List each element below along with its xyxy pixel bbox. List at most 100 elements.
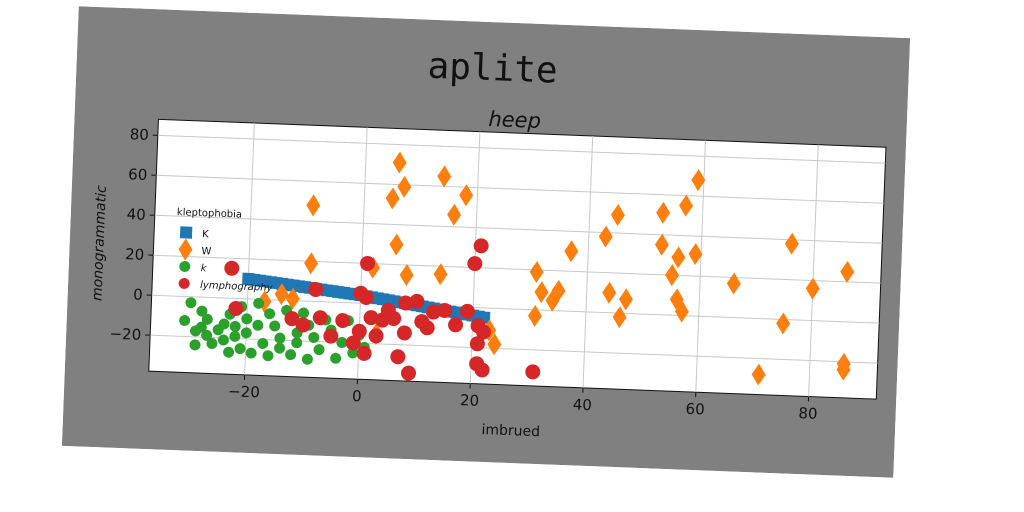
data-point <box>312 310 328 326</box>
data-marks <box>179 151 855 386</box>
data-point <box>368 328 384 344</box>
data-point <box>805 277 820 300</box>
data-point <box>665 264 680 287</box>
data-point <box>437 165 452 188</box>
data-point <box>336 337 348 349</box>
x-grid-line <box>808 144 819 397</box>
data-point <box>252 319 264 331</box>
x-grid-line <box>582 135 594 388</box>
legend-marker <box>178 277 190 289</box>
data-point <box>654 233 669 256</box>
data-point <box>688 243 703 266</box>
data-point <box>448 317 464 333</box>
data-point <box>425 304 441 320</box>
data-point <box>284 311 300 327</box>
data-point <box>674 300 689 323</box>
data-point <box>726 272 741 295</box>
data-point <box>234 343 246 355</box>
figure-suptitle: aplite <box>427 46 559 92</box>
data-point <box>656 201 671 224</box>
x-tick-label: 0 <box>352 387 362 405</box>
data-point <box>419 320 435 336</box>
data-point <box>330 352 342 364</box>
y-tick-label: 80 <box>129 125 149 144</box>
data-point <box>399 263 414 286</box>
data-point <box>409 293 425 309</box>
data-point <box>401 365 417 381</box>
data-point <box>285 349 297 361</box>
y-tick-label: −20 <box>109 325 141 344</box>
data-point <box>602 281 617 304</box>
legend-marker <box>178 238 193 261</box>
data-point <box>386 311 402 327</box>
legend-label: K <box>202 229 209 240</box>
legend-label: W <box>201 246 211 257</box>
axes-title: heep <box>488 107 541 133</box>
data-point <box>229 320 241 332</box>
data-point <box>467 256 483 272</box>
x-tick-label: 80 <box>798 404 818 423</box>
data-point <box>437 302 453 318</box>
y-tick-label: 0 <box>133 286 143 304</box>
data-point <box>551 279 566 302</box>
data-point <box>308 281 324 297</box>
data-point <box>323 328 339 344</box>
data-point <box>241 313 253 325</box>
data-point <box>679 194 694 217</box>
data-point <box>433 263 448 286</box>
data-point <box>351 323 367 339</box>
data-point <box>459 184 474 207</box>
data-point <box>253 297 265 309</box>
legend-label: lymphography <box>200 280 274 294</box>
data-point <box>360 255 376 271</box>
data-point <box>840 260 855 283</box>
data-point <box>240 327 252 339</box>
x-axis-ticks: −20 0 20 40 60 80 <box>228 374 818 423</box>
data-point <box>245 347 257 359</box>
data-point <box>285 287 300 310</box>
y-grid-line <box>157 134 886 164</box>
data-point <box>836 358 851 381</box>
data-point <box>345 335 361 351</box>
data-point <box>201 329 213 341</box>
data-point <box>529 260 544 283</box>
series-lymphography <box>224 238 541 381</box>
data-point <box>257 338 269 350</box>
data-point <box>487 333 502 356</box>
data-point <box>291 337 303 349</box>
data-point <box>298 307 310 319</box>
y-tick-label: 40 <box>126 205 146 224</box>
y-grid-line <box>151 294 880 324</box>
data-point <box>274 332 286 344</box>
chart-svg: aplite heep −20 0 20 40 60 80 −20 0 20 40 60 80 im… <box>61 6 911 478</box>
data-point <box>564 240 579 263</box>
data-point <box>397 175 412 198</box>
data-point <box>201 313 213 325</box>
data-point <box>691 169 706 192</box>
data-point <box>447 203 462 226</box>
data-point <box>598 225 613 248</box>
data-point <box>308 331 320 343</box>
data-point <box>185 297 197 309</box>
data-point <box>610 204 625 227</box>
data-point <box>390 349 406 365</box>
y-axis-label: monogrammatic <box>89 185 109 302</box>
data-point <box>295 317 311 333</box>
data-point <box>179 314 191 326</box>
data-point <box>274 342 286 354</box>
y-grid-line <box>156 174 884 204</box>
data-point <box>473 238 489 254</box>
data-point <box>356 345 372 361</box>
y-tick-label: 60 <box>128 165 148 184</box>
x-tick-label: −20 <box>228 382 260 401</box>
data-point <box>392 151 407 174</box>
data-point <box>206 338 218 350</box>
data-point <box>459 303 475 319</box>
data-point <box>217 334 229 346</box>
data-point <box>612 306 627 329</box>
data-point <box>669 288 684 311</box>
data-point <box>389 233 404 256</box>
data-point <box>224 260 240 276</box>
data-point <box>751 363 766 386</box>
